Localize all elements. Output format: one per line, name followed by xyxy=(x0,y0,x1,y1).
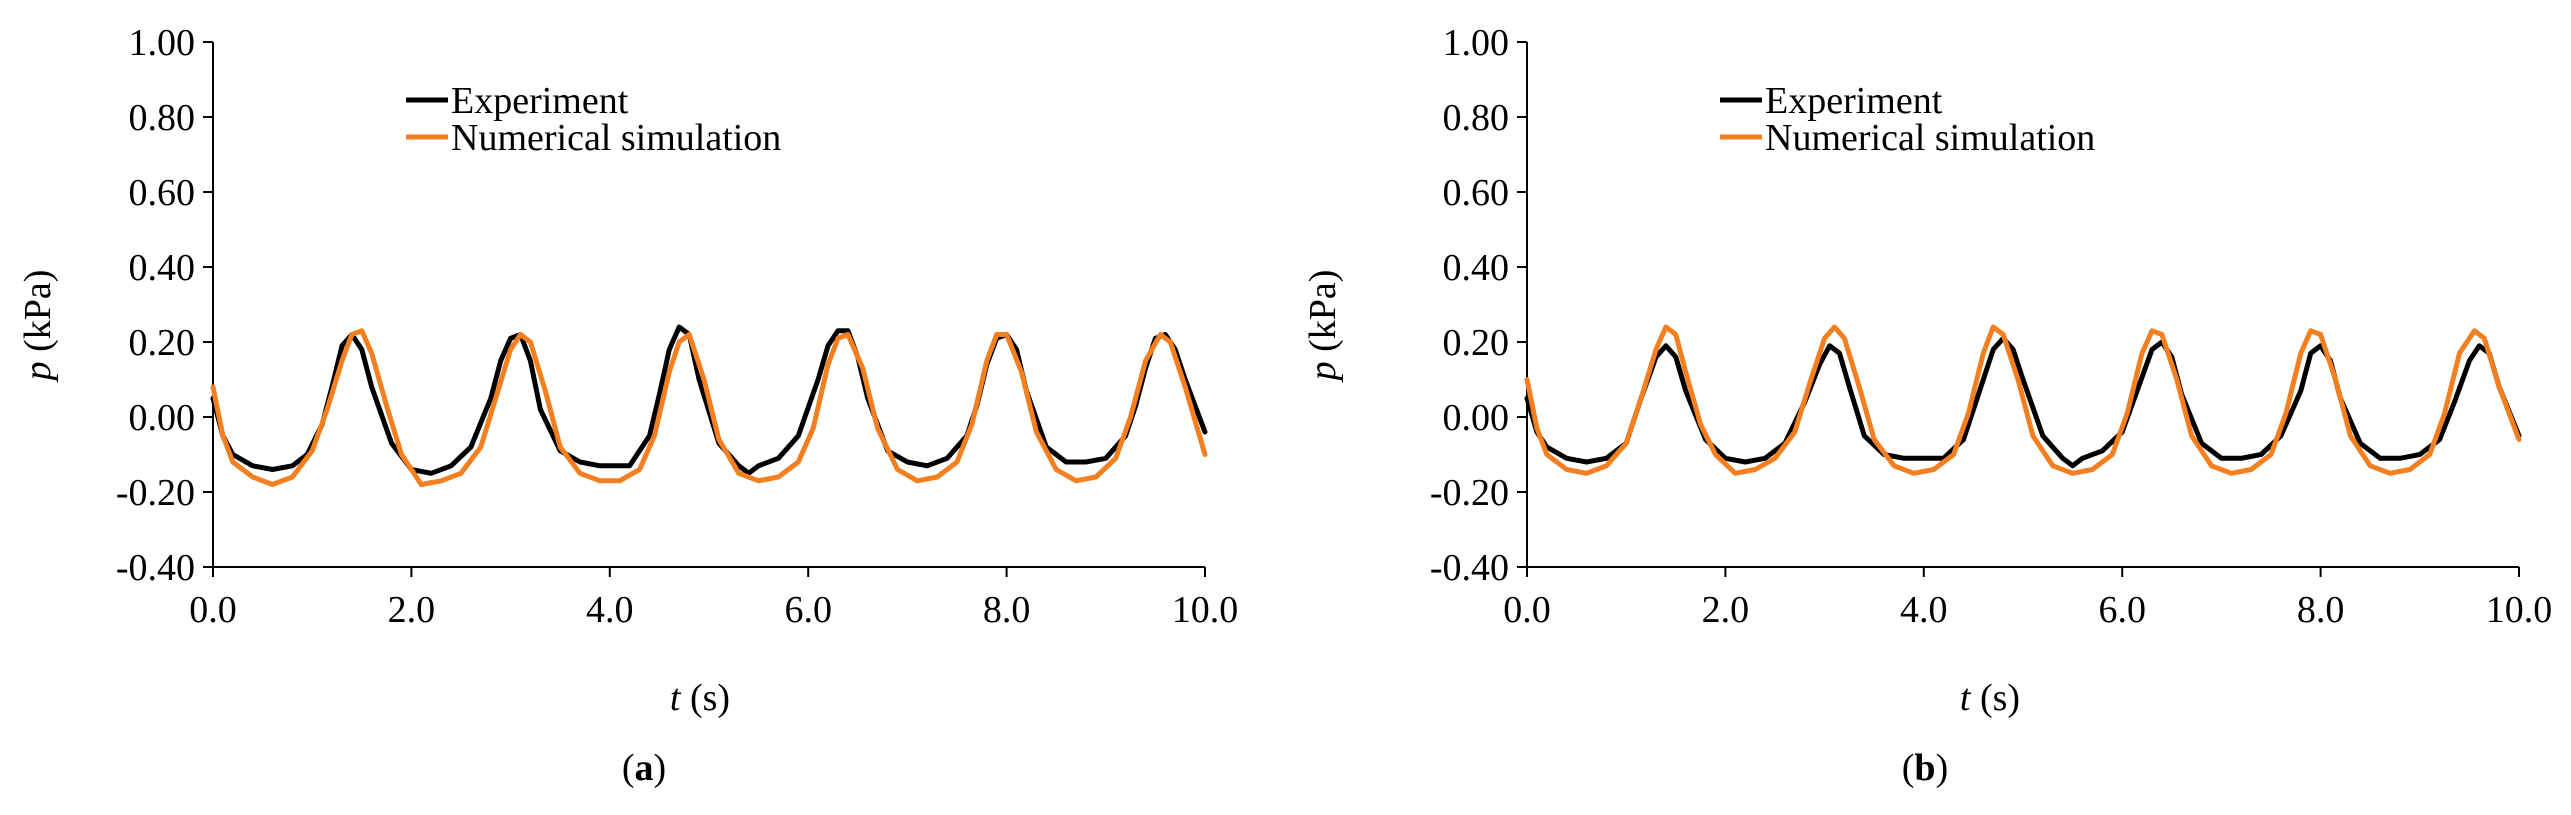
x-axis-var: t xyxy=(670,677,682,719)
axes xyxy=(1517,41,2520,577)
legend-label: Experiment xyxy=(1765,80,1943,122)
y-axis-unit: (kPa) xyxy=(1302,270,1344,362)
y-tick-label: 0.00 xyxy=(1443,397,1510,439)
y-tick-label: -0.20 xyxy=(1430,472,1509,514)
y-tick-label: 1.00 xyxy=(129,22,196,64)
y-tick-label: 1.00 xyxy=(1443,22,1510,64)
x-axis-label: t (s) xyxy=(670,677,730,719)
y-tick-label: 0.20 xyxy=(129,322,196,364)
panel-letter: a xyxy=(635,747,654,789)
series-line-numerical-simulation xyxy=(210,328,1208,487)
y-tick-label: 0.00 xyxy=(129,397,196,439)
x-tick-label: 0.0 xyxy=(189,589,237,631)
x-tick-label: 2.0 xyxy=(388,589,436,631)
axes xyxy=(203,41,1206,577)
panel-label: (b) xyxy=(1902,747,1948,789)
y-tick-labels: -0.40 -0.20 0.00 0.20 0.40 0.60 0.80 1.00 xyxy=(116,22,195,589)
y-tick-label: 0.20 xyxy=(1443,322,1510,364)
y-axis-label: p (kPa) xyxy=(17,270,59,384)
x-axis-unit: (s) xyxy=(680,677,730,719)
chart-panel-a: -0.40 -0.20 0.00 0.20 0.40 0.60 0.80 1.00 0.0 2.… xyxy=(0,0,1285,815)
chart-b-svg: -0.40 -0.20 0.00 0.20 0.40 0.60 0.80 1.00 0.0 2.… xyxy=(1302,22,2552,789)
panel-label: (a) xyxy=(622,747,666,789)
series-layer xyxy=(210,324,1208,487)
chart-panel-b: -0.40 -0.20 0.00 0.20 0.40 0.60 0.80 1.00 0.0 2.… xyxy=(1285,0,2570,815)
x-tick-label: 4.0 xyxy=(586,589,634,631)
x-tick-label: 10.0 xyxy=(1172,589,1239,631)
y-axis-label: p (kPa) xyxy=(1302,270,1344,384)
x-tick-label: 0.0 xyxy=(1503,589,1551,631)
y-tick-label: 0.80 xyxy=(129,97,196,139)
y-tick-label: -0.40 xyxy=(116,547,195,589)
y-tick-label: -0.20 xyxy=(116,472,195,514)
x-tick-labels: 0.0 2.0 4.0 6.0 8.0 10.0 xyxy=(189,589,1238,631)
x-tick-label: 4.0 xyxy=(1900,589,1948,631)
y-axis-var: p xyxy=(17,361,59,383)
x-tick-label: 2.0 xyxy=(1702,589,1750,631)
x-tick-labels: 0.0 2.0 4.0 6.0 8.0 10.0 xyxy=(1503,589,2552,631)
panel-letter: b xyxy=(1914,747,1935,789)
series-line-experiment xyxy=(1524,335,2522,469)
y-tick-labels: -0.40 -0.20 0.00 0.20 0.40 0.60 0.80 1.00 xyxy=(1430,22,1509,589)
legend-label: Numerical simulation xyxy=(1765,117,2095,159)
y-axis-var: p xyxy=(1302,361,1344,383)
x-tick-label: 6.0 xyxy=(2098,589,2146,631)
x-tick-label: 8.0 xyxy=(983,589,1031,631)
y-tick-label: 0.40 xyxy=(129,247,196,289)
x-tick-label: 8.0 xyxy=(2297,589,2345,631)
y-tick-label: 0.80 xyxy=(1443,97,1510,139)
x-axis-unit: (s) xyxy=(1970,677,2020,719)
y-tick-label: 0.40 xyxy=(1443,247,1510,289)
x-axis-var: t xyxy=(1960,677,1972,719)
series-layer xyxy=(1524,324,2522,476)
y-tick-label: 0.60 xyxy=(1443,172,1510,214)
x-tick-label: 6.0 xyxy=(784,589,832,631)
legend-label: Experiment xyxy=(451,80,629,122)
series-line-experiment xyxy=(210,324,1208,476)
y-axis-unit: (kPa) xyxy=(17,270,59,362)
y-tick-label: -0.40 xyxy=(1430,547,1509,589)
y-tick-label: 0.60 xyxy=(129,172,196,214)
chart-a-svg: -0.40 -0.20 0.00 0.20 0.40 0.60 0.80 1.00 0.0 2.… xyxy=(17,22,1238,789)
x-tick-label: 10.0 xyxy=(2486,589,2553,631)
x-axis-label: t (s) xyxy=(1960,677,2020,719)
series-line-numerical-simulation xyxy=(1524,324,2522,476)
legend-label: Numerical simulation xyxy=(451,117,781,159)
